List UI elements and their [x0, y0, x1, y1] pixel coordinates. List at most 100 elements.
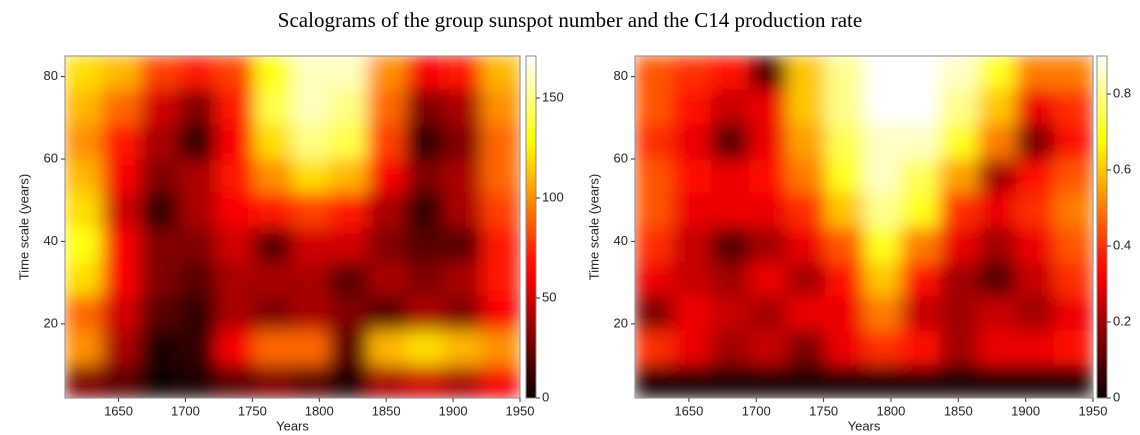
heatmap-cell: [635, 329, 674, 366]
heatmap-cell: [215, 261, 255, 296]
chart-title: Scalograms of the group sunspot number a…: [278, 8, 862, 32]
colorbar-tick-label: 0: [1113, 389, 1120, 404]
colorbar-tick-label: 0: [542, 389, 549, 404]
heatmap-cell: [635, 123, 674, 160]
heatmap-cell: [939, 294, 979, 331]
heatmap-cell: [710, 261, 750, 296]
heatmap-cell: [901, 294, 941, 331]
heatmap-cell: [215, 364, 255, 398]
heatmap-cell: [1015, 158, 1056, 193]
heatmap-cell: [140, 88, 180, 125]
heatmap-cell: [178, 294, 217, 331]
heatmap-cell: [65, 88, 103, 125]
heatmap-cell: [863, 329, 903, 366]
colorbar: [1096, 55, 1108, 399]
heatmap-cell: [215, 191, 255, 228]
heatmap-cell: [367, 88, 407, 125]
heatmap-cell: [672, 158, 712, 193]
heatmap-cell: [825, 191, 865, 228]
heatmap-cell: [710, 294, 750, 331]
heatmap-cell: [253, 261, 293, 296]
heatmap-cell: [749, 123, 788, 160]
heatmap-cell: [786, 261, 827, 296]
heatmap-cell: [405, 88, 445, 125]
heatmap-cell: [405, 364, 445, 398]
heatmap-cell: [215, 56, 255, 90]
y-tick-label: 20: [614, 315, 628, 330]
y-tick-label: 40: [44, 233, 58, 248]
heatmap-cell: [443, 226, 483, 263]
heatmap-cell: [443, 191, 483, 228]
x-tick-label: 1700: [742, 403, 771, 418]
heatmap-cell: [1054, 158, 1093, 193]
heatmap-cell: [901, 364, 941, 398]
heatmap-cell: [1054, 191, 1093, 228]
heatmap-cell: [1054, 329, 1093, 366]
heatmap-cell: [481, 261, 520, 296]
heatmap-cell: [101, 329, 142, 366]
heatmap-cell: [292, 88, 331, 125]
heatmap-cell: [863, 56, 903, 90]
heatmap-cell: [710, 56, 750, 90]
heatmap-cell: [367, 56, 407, 90]
heatmap-cell: [672, 123, 712, 160]
heatmap-cell: [65, 329, 103, 366]
heatmap-cell: [253, 364, 293, 398]
y-tick-label: 60: [44, 150, 58, 165]
y-tick-label: 80: [44, 68, 58, 83]
heatmap-cell: [405, 261, 445, 296]
heatmap-cell: [65, 191, 103, 228]
x-tick-label: 1900: [1011, 403, 1040, 418]
y-tick-label: 20: [44, 315, 58, 330]
heatmap-cell: [292, 364, 331, 398]
heatmap-cell: [292, 123, 331, 160]
heatmap-cell: [672, 226, 712, 263]
heatmap-cell: [329, 56, 369, 90]
heatmap-cell: [65, 123, 103, 160]
y-tick-label: 60: [614, 150, 628, 165]
heatmap-cell: [215, 158, 255, 193]
heatmap-cell: [939, 364, 979, 398]
y-axis-label: Time scale (years): [16, 174, 31, 280]
heatmap-cell: [101, 191, 142, 228]
heatmap-cell: [939, 123, 979, 160]
heatmap-cell: [635, 261, 674, 296]
heatmap-cell: [749, 191, 788, 228]
heatmap-cell: [863, 294, 903, 331]
heatmap-cell: [672, 88, 712, 125]
heatmap-cell: [481, 226, 520, 263]
heatmap-cell: [749, 364, 788, 398]
heatmap-cell: [481, 364, 520, 398]
heatmap-cell: [978, 329, 1017, 366]
heatmap-cell: [443, 261, 483, 296]
colorbar: [525, 55, 537, 399]
heatmap-cell: [65, 364, 103, 398]
heatmap-cell: [178, 56, 217, 90]
heatmap-cell: [825, 123, 865, 160]
heatmap-cell: [253, 56, 293, 90]
heatmap-cell: [825, 158, 865, 193]
heatmap-cell: [978, 294, 1017, 331]
heatmap-cell: [329, 364, 369, 398]
heatmap-cell: [481, 191, 520, 228]
y-axis-label: Time scale (years): [586, 174, 601, 280]
heatmap-cell: [978, 364, 1017, 398]
heatmap-cell: [178, 226, 217, 263]
heatmap-cell: [786, 364, 827, 398]
heatmap-cell: [901, 261, 941, 296]
heatmap-cell: [253, 158, 293, 193]
x-axis-label: Years: [276, 418, 309, 433]
heatmap-cell: [65, 158, 103, 193]
heatmap-cell: [825, 226, 865, 263]
heatmap-cell: [1015, 261, 1056, 296]
heatmap-cell: [253, 88, 293, 125]
heatmap-cell: [292, 329, 331, 366]
heatmap-cell: [215, 226, 255, 263]
heatmap-cell: [292, 226, 331, 263]
heatmap-cell: [635, 226, 674, 263]
heatmap-cell: [367, 294, 407, 331]
heatmap-cell: [1015, 329, 1056, 366]
colorbar-tick-label: 0.2: [1113, 313, 1131, 328]
heatmap-cell: [672, 294, 712, 331]
heatmap-cell: [443, 56, 483, 90]
